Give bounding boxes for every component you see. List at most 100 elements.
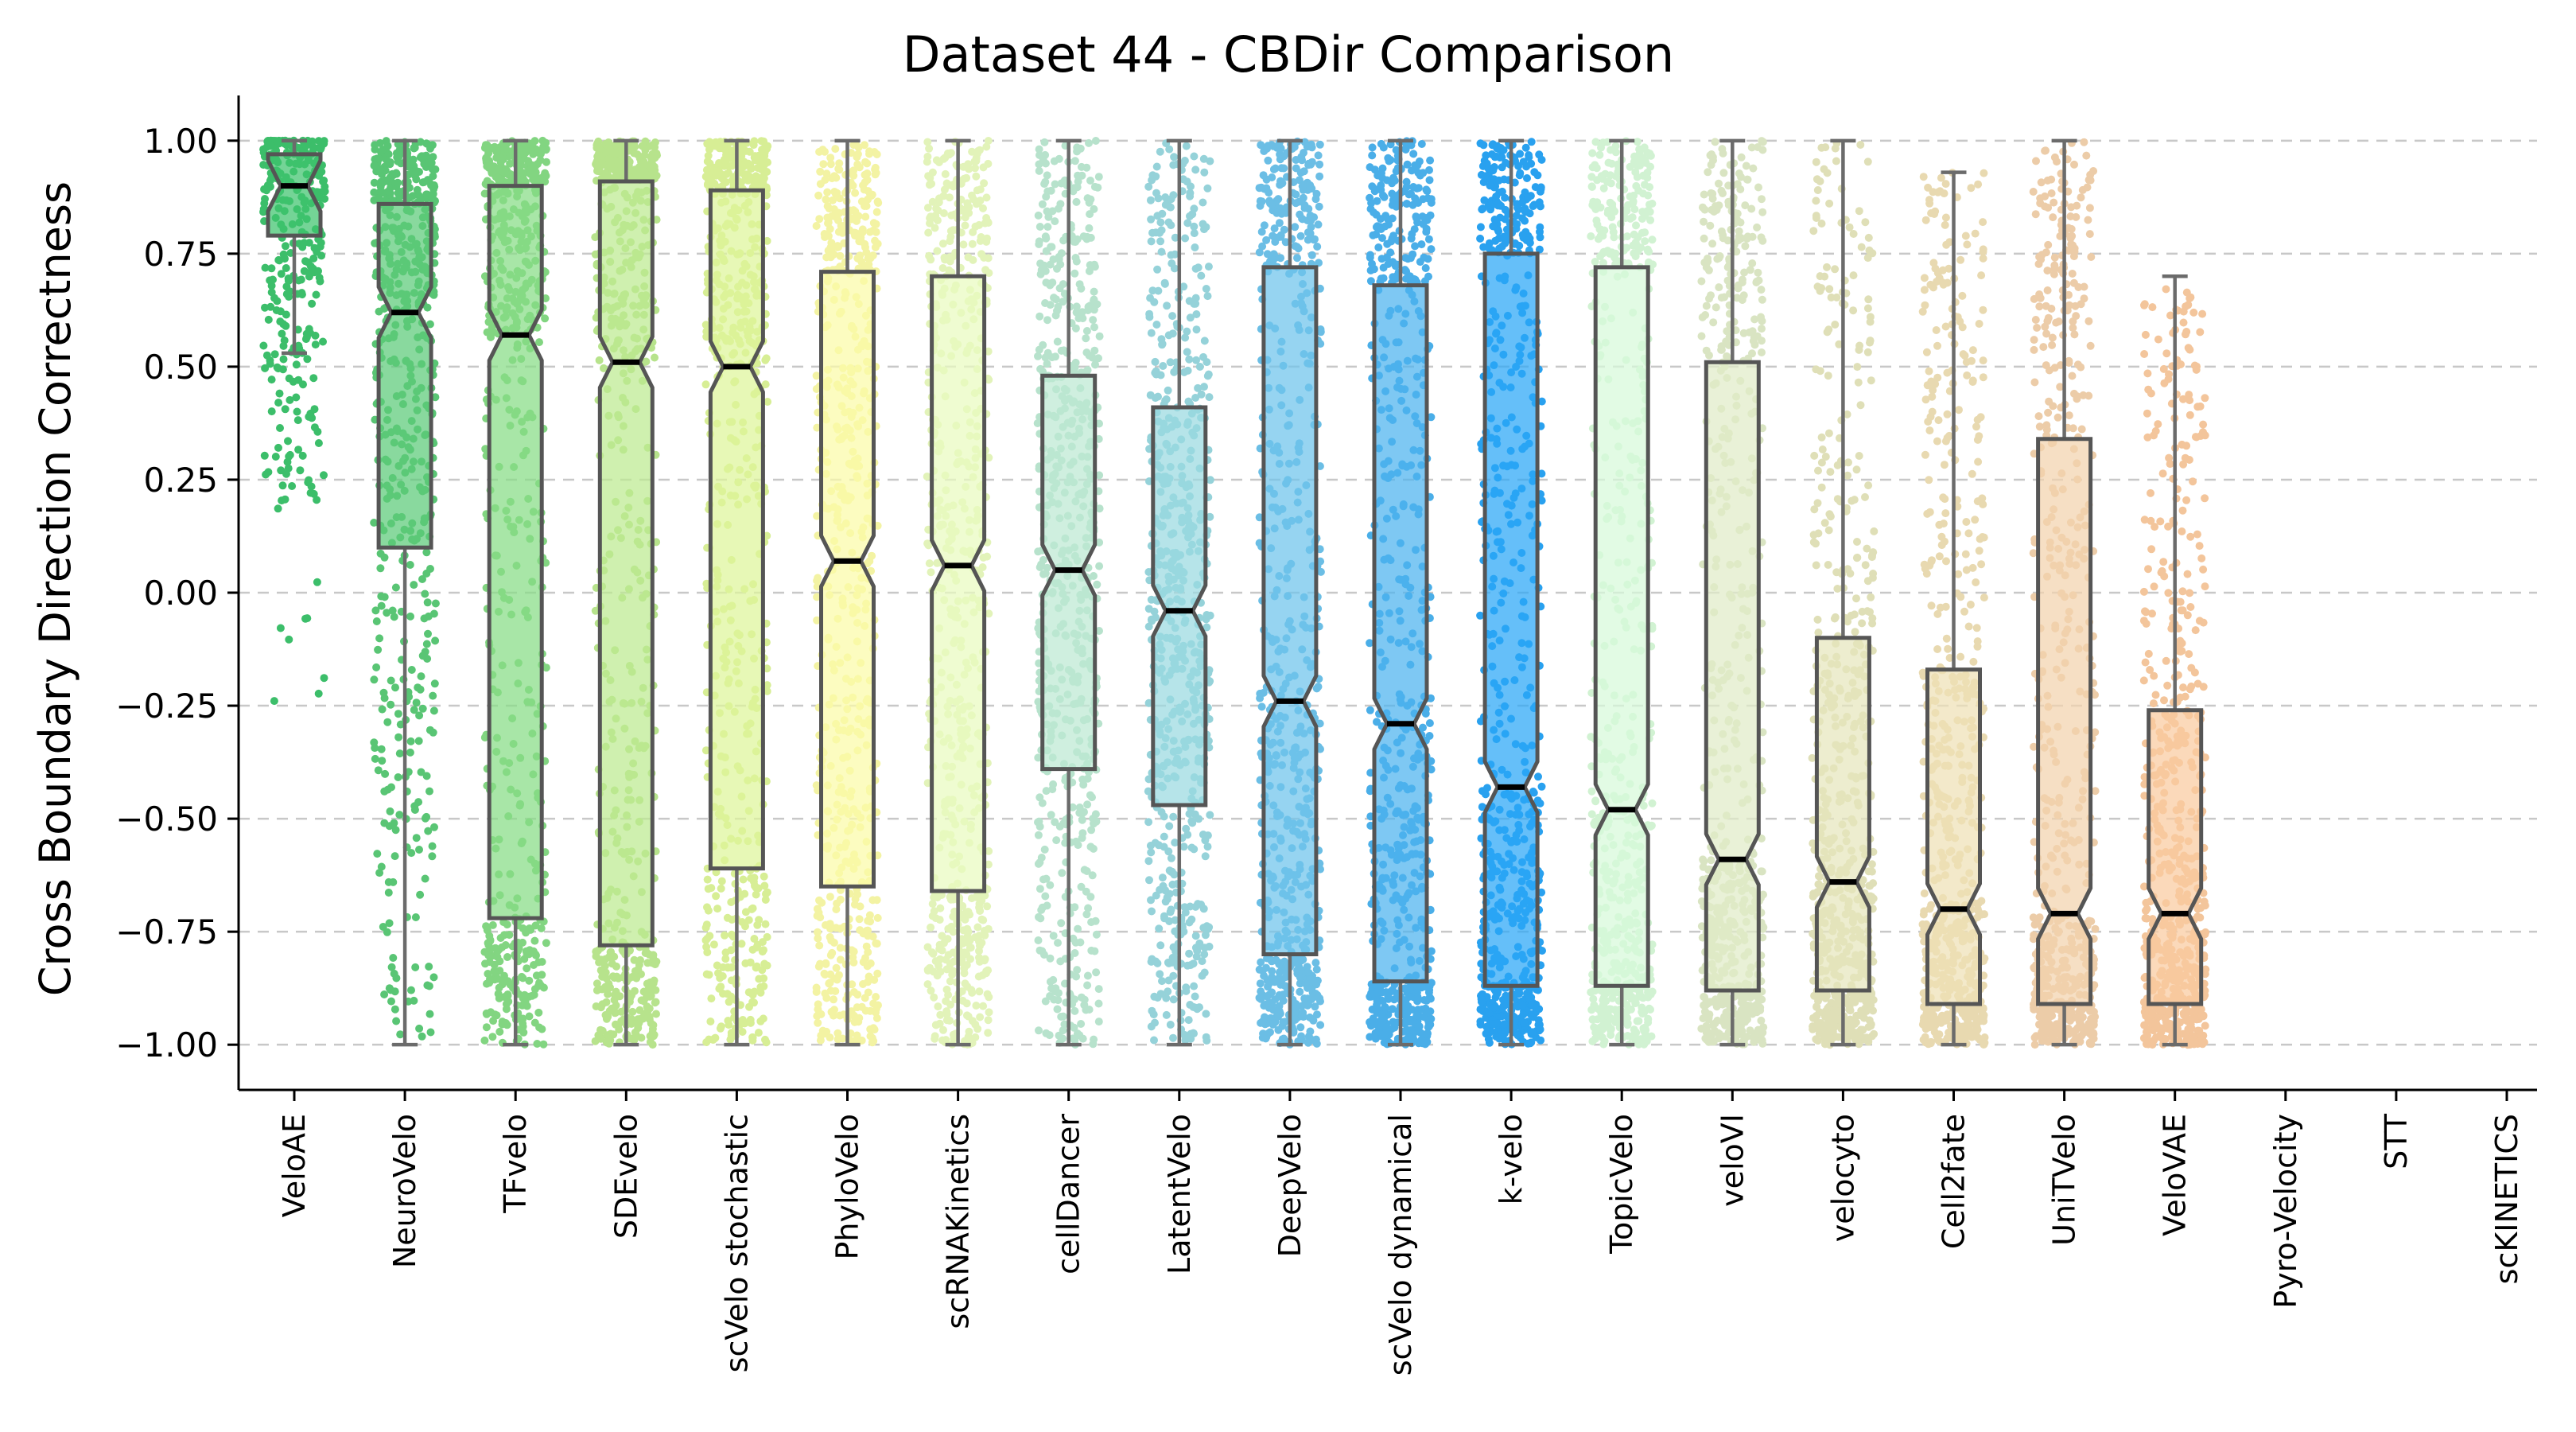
- data-point: [1200, 383, 1208, 391]
- data-point: [317, 143, 325, 152]
- data-point: [851, 229, 860, 237]
- data-point: [949, 928, 958, 936]
- data-point: [984, 924, 993, 933]
- data-point: [294, 143, 303, 152]
- data-point: [851, 895, 860, 904]
- data-point: [1191, 992, 1199, 1001]
- data-point: [763, 932, 771, 941]
- data-point: [972, 172, 981, 181]
- data-point: [526, 925, 535, 934]
- data-point: [763, 142, 772, 150]
- data-point: [1054, 939, 1062, 948]
- data-point: [628, 1007, 637, 1016]
- data-point: [394, 710, 402, 718]
- data-point: [848, 980, 857, 989]
- data-point: [760, 872, 768, 881]
- data-point: [635, 1006, 644, 1014]
- data-point: [1087, 918, 1096, 927]
- data-point: [385, 984, 394, 993]
- data-point: [1054, 302, 1063, 311]
- data-point: [923, 943, 932, 951]
- data-point: [520, 990, 529, 999]
- data-point: [983, 234, 991, 243]
- data-point: [1088, 871, 1097, 880]
- data-point: [936, 904, 945, 913]
- data-point: [392, 1017, 401, 1025]
- data-point: [1191, 394, 1200, 402]
- data-point: [480, 1036, 489, 1045]
- data-point: [320, 674, 328, 683]
- data-point: [941, 169, 950, 178]
- data-point: [870, 1025, 879, 1034]
- data-point: [293, 416, 302, 425]
- data-point: [282, 310, 290, 319]
- data-point: [1148, 1006, 1156, 1015]
- data-point: [982, 967, 991, 975]
- data-point: [423, 176, 432, 185]
- data-point: [1090, 204, 1098, 213]
- data-point: [644, 984, 653, 993]
- data-point: [702, 165, 711, 174]
- data-point: [962, 999, 971, 1008]
- data-point: [712, 892, 721, 901]
- data-point: [873, 969, 882, 978]
- data-point: [1038, 799, 1047, 807]
- data-point: [488, 1033, 497, 1041]
- data-point: [415, 1024, 424, 1033]
- data-point: [535, 149, 544, 158]
- data-point: [376, 165, 385, 173]
- data-point: [1192, 325, 1201, 334]
- data-point: [277, 270, 286, 278]
- data-point: [1034, 352, 1042, 360]
- data-point: [310, 243, 319, 252]
- data-point: [307, 482, 316, 491]
- data-point: [1091, 137, 1100, 145]
- data-point: [1035, 885, 1044, 893]
- data-point: [647, 1019, 655, 1028]
- data-point: [979, 553, 988, 562]
- data-point: [701, 321, 710, 329]
- data-point: [1078, 815, 1086, 824]
- data-point: [1084, 904, 1093, 913]
- data-point: [862, 942, 871, 951]
- data-point: [593, 986, 601, 994]
- data-point: [854, 212, 863, 220]
- data-point: [1093, 580, 1102, 589]
- data-point: [391, 826, 400, 835]
- data-point: [723, 990, 732, 998]
- data-point: [976, 1013, 985, 1021]
- data-point: [631, 986, 639, 995]
- data-point: [1042, 193, 1051, 201]
- data-point: [421, 814, 429, 823]
- data-point: [308, 299, 317, 308]
- data-point: [634, 1020, 643, 1029]
- data-point: [617, 1007, 626, 1016]
- data-point: [261, 364, 270, 372]
- data-point: [934, 1002, 942, 1011]
- data-point: [942, 1007, 951, 1016]
- data-point: [651, 986, 660, 994]
- data-point: [1090, 287, 1098, 296]
- data-point: [826, 224, 834, 233]
- data-point: [942, 985, 951, 994]
- data-point: [853, 150, 862, 158]
- data-point: [948, 253, 957, 261]
- data-point: [279, 250, 288, 259]
- data-point: [721, 955, 730, 963]
- data-point: [1199, 154, 1208, 163]
- data-point: [1070, 903, 1079, 912]
- data-point: [282, 264, 290, 272]
- data-point: [1057, 919, 1066, 928]
- data-point: [1047, 984, 1056, 993]
- data-point: [498, 1018, 507, 1026]
- data-point: [1167, 854, 1175, 862]
- data-point: [410, 706, 418, 714]
- data-point: [761, 920, 770, 928]
- data-point: [975, 932, 984, 940]
- data-point: [1036, 914, 1045, 923]
- data-point: [1046, 978, 1055, 986]
- data-point: [763, 687, 771, 695]
- data-point: [284, 437, 292, 446]
- data-point: [866, 917, 875, 926]
- data-point: [1056, 957, 1065, 966]
